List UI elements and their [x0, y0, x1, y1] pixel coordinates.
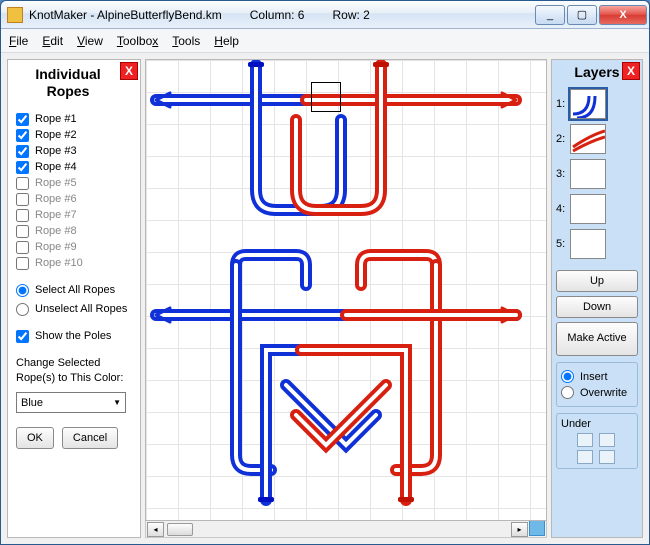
make-active-button[interactable]: Make Active [556, 322, 638, 356]
layer-thumb[interactable] [570, 124, 606, 154]
unselect-all-radio[interactable]: Unselect All Ropes [16, 303, 132, 316]
window-buttons: _ ▢ X [535, 5, 647, 25]
layer-number: 1: [556, 98, 565, 110]
selection-box[interactable] [311, 82, 341, 112]
rope-checkbox[interactable]: Rope #7 [16, 209, 132, 222]
app-icon [7, 7, 23, 23]
pole [248, 62, 264, 67]
rope-checkbox[interactable]: Rope #1 [16, 113, 132, 126]
under-grid [577, 433, 617, 464]
rope-checkbox[interactable]: Rope #3 [16, 145, 132, 158]
rope-blue-lower [156, 255, 516, 500]
layer-row[interactable]: 1: [556, 89, 638, 119]
show-poles-checkbox[interactable]: Show the Poles [16, 330, 132, 343]
ropes-panel-title: Individual Ropes [16, 66, 120, 100]
main-window: KnotMaker - AlpineButterflyBend.km Colum… [0, 0, 650, 545]
chevron-down-icon: ▼ [113, 398, 121, 407]
layer-row[interactable]: 4: [556, 194, 638, 224]
scroll-right-button[interactable]: ▸ [511, 522, 528, 537]
menu-help[interactable]: Help [214, 34, 239, 48]
pole [398, 497, 414, 502]
rope-checkbox[interactable]: Rope #5 [16, 177, 132, 190]
layers-panel: X Layers 1:2:3:4:5: Up Down Make Active … [551, 59, 643, 538]
layer-number: 5: [556, 238, 565, 250]
overwrite-radio[interactable]: Overwrite [561, 386, 633, 399]
rope-checkbox[interactable]: Rope #2 [16, 129, 132, 142]
menu-file[interactable]: File [9, 34, 28, 48]
scroll-left-button[interactable]: ◂ [147, 522, 164, 537]
menu-view[interactable]: View [77, 34, 103, 48]
menubar: File Edit View Toolbox Tools Help [1, 29, 649, 53]
ropes-panel: X Individual Ropes Rope #1 Rope #2 Rope #3… [7, 59, 141, 538]
under-cell[interactable] [599, 433, 615, 447]
rope-checkbox[interactable]: Rope #4 [16, 161, 132, 174]
status-row: Row: 2 [332, 8, 369, 22]
layer-thumb[interactable] [570, 159, 606, 189]
close-button[interactable]: X [599, 5, 647, 25]
menu-tools[interactable]: Tools [172, 34, 200, 48]
layer-thumb[interactable] [570, 194, 606, 224]
layer-thumb[interactable] [570, 89, 606, 119]
layers-panel-close-button[interactable]: X [622, 62, 640, 80]
menu-edit[interactable]: Edit [42, 34, 63, 48]
knot-svg [146, 60, 526, 520]
horizontal-scrollbar[interactable]: ◂ ▸ [145, 521, 547, 538]
layer-up-button[interactable]: Up [556, 270, 638, 292]
rope-checkbox[interactable]: Rope #9 [16, 241, 132, 254]
layer-thumb[interactable] [570, 229, 606, 259]
pole [258, 497, 274, 502]
status-column: Column: 6 [250, 8, 305, 22]
insert-radio[interactable]: Insert [561, 370, 633, 383]
client-area: X Individual Ropes Rope #1 Rope #2 Rope #3… [1, 53, 649, 544]
menu-toolbox[interactable]: Toolbox [117, 34, 158, 48]
pole [373, 62, 389, 67]
under-cell[interactable] [599, 450, 615, 464]
rope-checkbox[interactable]: Rope #10 [16, 257, 132, 270]
layer-row[interactable]: 5: [556, 229, 638, 259]
color-label: Change Selected Rope(s) to This Color: [16, 356, 132, 387]
rope-checkbox[interactable]: Rope #6 [16, 193, 132, 206]
rope-checkbox[interactable]: Rope #8 [16, 225, 132, 238]
title-text: KnotMaker - AlpineButterflyBend.km Colum… [29, 8, 370, 22]
color-combo-value: Blue [21, 397, 43, 409]
layer-list: 1: 2: 3: 4: 5: [556, 84, 638, 264]
layer-number: 4: [556, 203, 565, 215]
under-cell[interactable] [577, 450, 593, 464]
layer-row[interactable]: 3: [556, 159, 638, 189]
resize-grip[interactable] [529, 520, 545, 536]
cancel-button[interactable]: Cancel [62, 427, 118, 449]
ropes-panel-close-button[interactable]: X [120, 62, 138, 80]
under-group: Under [556, 413, 638, 469]
window-title: KnotMaker - AlpineButterflyBend.km [29, 8, 222, 22]
minimize-button[interactable]: _ [535, 5, 565, 25]
under-cell[interactable] [577, 433, 593, 447]
under-label: Under [561, 418, 633, 430]
layer-number: 2: [556, 133, 565, 145]
scroll-thumb[interactable] [167, 523, 193, 536]
color-combo[interactable]: Blue ▼ [16, 392, 126, 413]
maximize-button[interactable]: ▢ [567, 5, 597, 25]
ok-button[interactable]: OK [16, 427, 54, 449]
layer-row[interactable]: 2: [556, 124, 638, 154]
insert-mode-group: Insert Overwrite [556, 362, 638, 407]
layer-down-button[interactable]: Down [556, 296, 638, 318]
titlebar[interactable]: KnotMaker - AlpineButterflyBend.km Colum… [1, 1, 649, 29]
select-all-radio[interactable]: Select All Ropes [16, 284, 132, 297]
rope-red-lower [156, 255, 516, 500]
canvas[interactable] [145, 59, 547, 521]
layer-number: 3: [556, 168, 565, 180]
canvas-area: ◂ ▸ [145, 59, 547, 538]
rope-list: Rope #1 Rope #2 Rope #3 Rope #4 Rope #5 Rope … [16, 110, 132, 273]
